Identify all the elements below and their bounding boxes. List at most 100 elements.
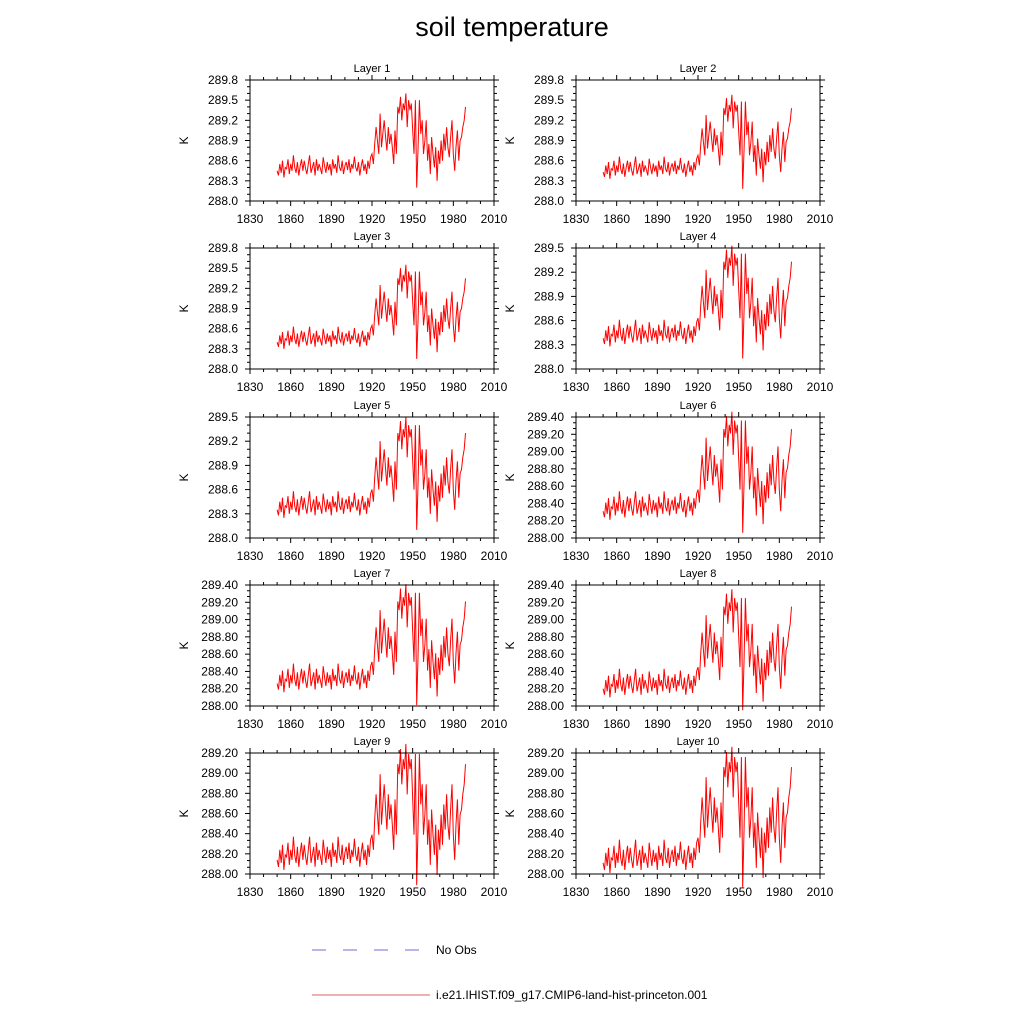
x-tick-label: 1920 [359, 885, 386, 899]
y-axis-label: K [503, 473, 517, 481]
x-tick-label: 1830 [237, 717, 264, 731]
y-tick-label: 288.6 [534, 154, 564, 168]
y-tick-label: 289.20 [527, 595, 564, 609]
y-tick-label: 289.2 [208, 113, 238, 127]
series-line [276, 264, 466, 359]
x-tick-label: 1830 [237, 380, 264, 394]
x-tick-label: 2010 [481, 885, 508, 899]
panel-title: Layer 10 [677, 736, 720, 748]
x-tick-label: 1920 [359, 212, 386, 226]
x-tick-label: 1830 [237, 212, 264, 226]
chart-panel-7: Layer 7 288.00 288.20 288.40 288.60 288.80 289… [177, 568, 508, 731]
chart-panel-4: Layer 4 288.0 288.3 288.6 288.9 289.2 289.5 183… [503, 231, 834, 394]
y-tick-label: 288.20 [527, 682, 564, 696]
y-tick-label: 289.2 [534, 113, 564, 127]
x-tick-label: 1950 [399, 885, 426, 899]
y-tick-label: 289.5 [208, 93, 238, 107]
y-axis-label: K [503, 809, 517, 817]
y-tick-label: 288.60 [527, 647, 564, 661]
series-line [602, 94, 792, 189]
series-line [276, 93, 466, 188]
y-tick-label: 288.3 [534, 174, 564, 188]
x-tick-label: 1980 [440, 380, 467, 394]
y-tick-label: 288.40 [527, 496, 564, 510]
y-axis-label: K [177, 473, 191, 481]
plot-frame [249, 416, 495, 539]
panel-title: Layer 2 [680, 63, 717, 75]
chart-panel-3: Layer 3 288.0 288.3 288.6 288.9 289.2 289.5 289… [177, 231, 508, 394]
series-line [602, 589, 792, 711]
x-tick-label: 1830 [237, 885, 264, 899]
x-tick-label: 1950 [725, 717, 752, 731]
y-tick-label: 289.2 [534, 265, 564, 279]
y-tick-label: 289.40 [527, 410, 564, 424]
y-tick-label: 288.60 [201, 647, 238, 661]
x-tick-label: 1890 [318, 212, 345, 226]
x-tick-label: 1920 [685, 717, 712, 731]
legend-label-no-obs: No Obs [436, 943, 477, 957]
y-tick-label: 288.40 [201, 664, 238, 678]
series-line [602, 746, 792, 889]
y-tick-label: 288.20 [201, 847, 238, 861]
y-tick-label: 289.5 [208, 261, 238, 275]
y-tick-label: 288.40 [527, 664, 564, 678]
y-tick-label: 289.20 [527, 427, 564, 441]
y-tick-label: 288.6 [208, 322, 238, 336]
y-tick-label: 288.60 [201, 807, 238, 821]
y-tick-label: 289.5 [534, 93, 564, 107]
panel-title: Layer 8 [680, 568, 717, 580]
y-tick-label: 289.5 [534, 241, 564, 255]
x-tick-label: 1830 [563, 549, 590, 563]
x-tick-label: 1980 [766, 549, 793, 563]
x-tick-label: 1860 [277, 885, 304, 899]
chart-panel-9: Layer 9 288.00 288.20 288.40 288.60 288.80 289… [177, 736, 508, 899]
x-tick-label: 1920 [359, 380, 386, 394]
y-tick-label: 289.40 [527, 578, 564, 592]
chart-panel-6: Layer 6 288.00 288.20 288.40 288.60 288.80 289… [503, 400, 834, 563]
x-tick-label: 1860 [603, 717, 630, 731]
plot-frame [575, 752, 821, 875]
x-tick-label: 1950 [725, 885, 752, 899]
x-tick-label: 1890 [644, 717, 671, 731]
y-tick-label: 288.00 [527, 699, 564, 713]
panel-title: Layer 4 [680, 231, 717, 243]
series-line [276, 584, 466, 706]
x-tick-label: 1890 [318, 885, 345, 899]
y-tick-label: 289.40 [201, 578, 238, 592]
x-tick-label: 1860 [603, 885, 630, 899]
y-tick-label: 288.9 [534, 134, 564, 148]
x-tick-label: 1920 [685, 380, 712, 394]
x-tick-label: 1980 [766, 717, 793, 731]
y-tick-label: 288.80 [201, 630, 238, 644]
plot-frame [249, 79, 495, 202]
panel-title: Layer 7 [354, 568, 391, 580]
chart-panel-1: Layer 1 288.0 288.3 288.6 288.9 289.2 289.5 289… [177, 63, 508, 226]
x-tick-label: 2010 [481, 380, 508, 394]
plot-frame [575, 247, 821, 370]
y-tick-label: 288.80 [201, 786, 238, 800]
y-tick-label: 289.20 [201, 746, 238, 760]
panel-title: Layer 9 [354, 736, 391, 748]
x-tick-label: 2010 [481, 212, 508, 226]
y-tick-label: 288.9 [208, 302, 238, 316]
y-tick-label: 289.8 [208, 241, 238, 255]
x-tick-label: 2010 [807, 380, 834, 394]
y-tick-label: 289.00 [527, 613, 564, 627]
x-tick-label: 1830 [563, 885, 590, 899]
y-tick-label: 288.6 [208, 483, 238, 497]
x-tick-label: 1860 [277, 212, 304, 226]
x-tick-label: 1860 [603, 380, 630, 394]
y-tick-label: 288.00 [201, 699, 238, 713]
y-tick-label: 288.3 [534, 338, 564, 352]
y-tick-label: 288.80 [527, 462, 564, 476]
x-tick-label: 1860 [603, 212, 630, 226]
series-line [276, 743, 466, 886]
x-tick-label: 1890 [318, 380, 345, 394]
y-tick-label: 288.0 [208, 531, 238, 545]
y-tick-label: 289.20 [201, 595, 238, 609]
y-tick-label: 289.8 [208, 73, 238, 87]
x-tick-label: 2010 [807, 212, 834, 226]
plot-frame [249, 584, 495, 707]
y-tick-label: 288.3 [208, 507, 238, 521]
x-tick-label: 1860 [603, 549, 630, 563]
